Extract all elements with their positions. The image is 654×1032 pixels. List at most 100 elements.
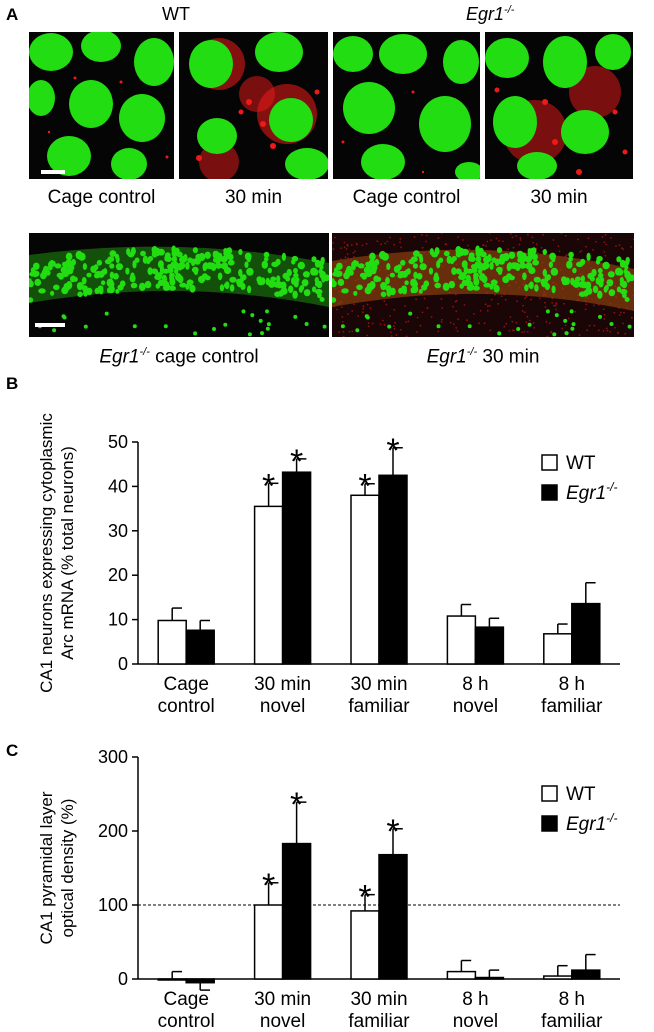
arc-speckle <box>383 300 386 303</box>
ca1-nucleus <box>508 251 516 259</box>
arc-speckle <box>540 246 543 249</box>
ca1-nucleus <box>524 256 533 263</box>
ca1-nucleus <box>491 279 497 287</box>
ca1-nucleus <box>292 290 298 299</box>
arc-speckle <box>366 303 369 306</box>
ca1-nucleus <box>442 282 450 291</box>
bar-egr1 <box>378 853 408 980</box>
ca1-nucleus <box>175 251 183 258</box>
ca1-scattered-nucleus <box>387 324 392 329</box>
arc-speckle <box>361 244 364 247</box>
arc-speckle <box>405 335 408 337</box>
arc-speckle <box>516 300 519 303</box>
micrograph-egr1-30min <box>485 32 633 179</box>
ca1-nucleus <box>33 262 40 270</box>
ca1-nucleus <box>204 275 211 281</box>
arc-speckle <box>340 247 342 249</box>
arc-speckle <box>561 327 563 330</box>
ca1-nucleus <box>624 264 629 270</box>
ca1-nucleus <box>532 259 539 266</box>
ca1-nucleus <box>489 261 494 270</box>
caption-ca1-egr1-cage-control: Egr1-/- cage control <box>99 346 259 368</box>
ca1-nucleus <box>351 263 356 271</box>
ca1-nucleus <box>73 276 78 282</box>
ca1-nucleus <box>443 250 450 257</box>
arc-speckle <box>423 297 426 300</box>
ca1-nucleus <box>169 277 176 286</box>
arc-speckle <box>578 334 581 336</box>
bar-egr1 <box>378 474 408 665</box>
arc-speckle <box>613 311 616 314</box>
arc-speckle <box>565 254 568 256</box>
ca1-nucleus <box>100 280 106 286</box>
arc-speckle <box>545 320 548 323</box>
arc-speckle <box>457 318 460 321</box>
ca1-nucleus <box>319 264 324 270</box>
ca1-nucleus <box>167 267 174 274</box>
arc-speckle <box>542 233 544 236</box>
ca1-nucleus <box>346 265 352 273</box>
ca1-nucleus <box>542 269 547 277</box>
ca1-nucleus <box>502 275 510 284</box>
arc-speckle <box>345 248 348 250</box>
ca1-nucleus <box>561 276 567 283</box>
ca1-nucleus <box>109 271 115 279</box>
ca1-nucleus <box>380 282 387 290</box>
ca1-nucleus <box>493 284 500 293</box>
ca1-nucleus <box>163 283 171 289</box>
ca1-nucleus <box>93 264 99 271</box>
y-axis-label-line: Arc mRNA (% total neurons) <box>58 446 77 660</box>
ca1-nucleus <box>602 261 610 270</box>
arc-speckle <box>500 295 503 298</box>
ca1-nucleus <box>229 284 235 292</box>
ca1-scattered-nucleus <box>609 322 614 326</box>
x-tick-label: Cage <box>163 674 208 695</box>
micrograph-egr1-cage-control-image <box>333 32 480 179</box>
bar-wt <box>350 494 380 665</box>
arc-speckle <box>380 243 382 246</box>
ca1-nucleus <box>508 275 515 281</box>
ca1-nucleus <box>144 280 152 289</box>
ca1-nucleus <box>548 261 553 268</box>
arc-speckle <box>415 298 417 301</box>
ca1-nucleus <box>359 272 367 278</box>
bar-egr1 <box>185 629 215 665</box>
significance-star: * <box>386 432 399 470</box>
ca1-nucleus <box>353 290 358 296</box>
ca1-nucleus <box>157 260 164 269</box>
y-tick-label: 40 <box>108 476 128 496</box>
arc-speckle <box>519 237 522 240</box>
y-axis-label: CA1 neurons expressing cytoplasmic Arc mR… <box>37 413 77 693</box>
ca1-nucleus <box>477 268 483 275</box>
ca1-nucleus <box>385 277 390 285</box>
arc-speckle <box>379 323 382 326</box>
arc-speckle <box>585 303 588 306</box>
ca1-nucleus <box>198 275 206 284</box>
arc-speckle <box>526 315 529 318</box>
arc-speckle <box>522 304 524 307</box>
ca1-nucleus <box>475 249 482 257</box>
arc-speckle <box>603 241 606 244</box>
arc-speckle <box>530 298 532 301</box>
x-tick-label: familiar <box>541 696 603 717</box>
arc-speckle <box>602 330 605 332</box>
ca1-nucleus <box>459 283 464 289</box>
ca1-scattered-nucleus <box>163 324 168 329</box>
caption-wt-cage-control: Cage control <box>47 187 156 208</box>
ca1-nucleus <box>472 285 480 291</box>
ca1-nucleus <box>185 261 190 270</box>
arc-speckle <box>413 236 416 238</box>
arc-speckle <box>486 240 489 243</box>
ca1-nucleus <box>134 257 140 263</box>
arc-speckle <box>376 240 379 243</box>
y-tick-label: 10 <box>108 610 128 630</box>
ca1-nucleus <box>619 259 626 268</box>
arc-speckle <box>338 331 340 334</box>
ca1-nucleus <box>107 287 114 294</box>
ca1-nucleus <box>220 256 228 263</box>
ca1-nucleus <box>411 287 417 294</box>
arc-speckle <box>342 330 345 333</box>
arc-speckle <box>440 298 443 300</box>
ca1-nucleus <box>374 259 380 266</box>
ca1-nucleus <box>129 274 136 283</box>
